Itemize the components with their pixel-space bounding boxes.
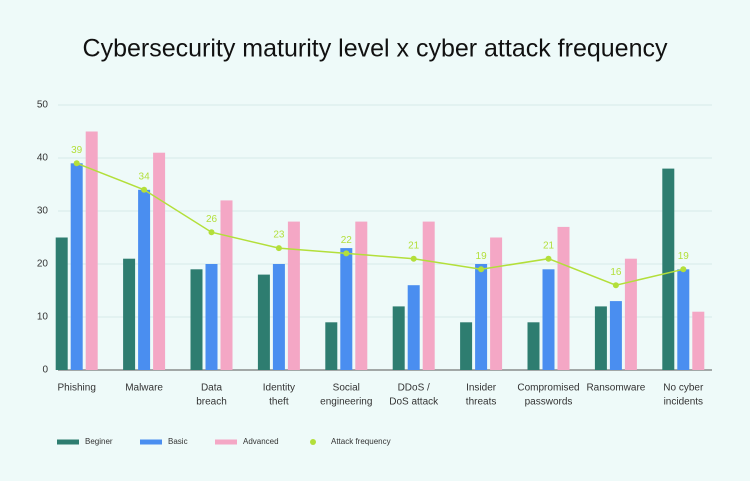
data-label: 21	[408, 240, 420, 251]
bar	[257, 274, 270, 370]
x-tick-label: theft	[269, 397, 289, 408]
y-tick-label: 0	[42, 365, 48, 376]
x-tick-label: engineering	[320, 397, 372, 408]
data-label: 21	[543, 240, 555, 251]
data-label: 34	[139, 171, 151, 182]
bar	[527, 322, 540, 370]
x-tick-label: Data	[201, 383, 223, 394]
bar	[557, 226, 570, 370]
bar	[542, 269, 555, 370]
data-label: 39	[71, 145, 83, 156]
point	[343, 250, 350, 257]
bar	[70, 163, 83, 370]
data-label: 16	[610, 267, 622, 278]
bar	[692, 311, 705, 370]
y-tick-label: 40	[37, 153, 49, 164]
x-tick-label: breach	[196, 397, 227, 408]
legend-label: Basic	[168, 437, 188, 446]
data-label: 19	[678, 251, 690, 262]
x-tick-label: threats	[466, 397, 497, 408]
legend-label: Beginer	[85, 437, 113, 446]
legend-label: Advanced	[243, 437, 279, 446]
x-tick-label: Malware	[125, 383, 163, 394]
x-tick-label: Social	[333, 383, 360, 394]
point	[275, 245, 282, 252]
legend-swatch	[140, 439, 162, 445]
bar	[407, 285, 420, 370]
bar	[609, 301, 622, 370]
bar	[677, 269, 690, 370]
legend-label: Attack frequency	[331, 437, 391, 446]
data-label: 23	[273, 230, 285, 241]
point	[208, 229, 215, 236]
bar	[138, 189, 151, 370]
bar	[190, 269, 203, 370]
bar	[594, 306, 607, 370]
point	[141, 186, 148, 193]
bar	[340, 248, 353, 370]
x-tick-label: Insider	[466, 383, 497, 394]
x-tick-label: passwords	[525, 397, 573, 408]
data-label: 22	[341, 235, 353, 246]
bar	[205, 264, 218, 370]
x-tick-label: DDoS /	[398, 383, 430, 394]
y-tick-label: 20	[37, 259, 49, 270]
bar	[220, 200, 233, 370]
bar	[490, 237, 503, 370]
bar	[325, 322, 338, 370]
x-tick-label: Phishing	[58, 383, 96, 394]
bar	[355, 221, 368, 370]
bar	[662, 168, 675, 370]
x-tick-label: incidents	[664, 397, 703, 408]
x-tick-label: Compromised	[517, 383, 579, 394]
bar	[153, 152, 166, 370]
legend-swatch	[57, 439, 79, 445]
bar	[123, 258, 136, 370]
data-label: 26	[206, 214, 218, 225]
y-tick-label: 50	[37, 100, 49, 111]
bar	[475, 264, 488, 370]
y-tick-label: 30	[37, 206, 49, 217]
data-label: 19	[476, 251, 488, 262]
bar	[272, 264, 285, 370]
bar	[624, 258, 637, 370]
x-tick-label: No cyber	[663, 383, 704, 394]
x-tick-label: Ransomware	[586, 383, 645, 394]
line	[76, 162, 684, 286]
x-tick-label: DoS attack	[389, 397, 439, 408]
point	[680, 266, 687, 273]
point	[478, 266, 485, 273]
point	[73, 160, 80, 167]
bar	[287, 221, 300, 370]
bar	[55, 237, 68, 370]
legend-swatch	[310, 439, 316, 445]
x-tick-label: Identity	[263, 383, 295, 394]
bar	[85, 131, 98, 370]
point	[612, 282, 619, 289]
bar	[422, 221, 435, 370]
point	[410, 255, 417, 262]
point	[545, 255, 552, 262]
chart-title: Cybersecurity maturity level x cyber att…	[83, 35, 668, 63]
bar	[392, 306, 405, 370]
legend-swatch	[215, 439, 237, 445]
bar	[460, 322, 473, 370]
y-tick-label: 10	[37, 312, 49, 323]
